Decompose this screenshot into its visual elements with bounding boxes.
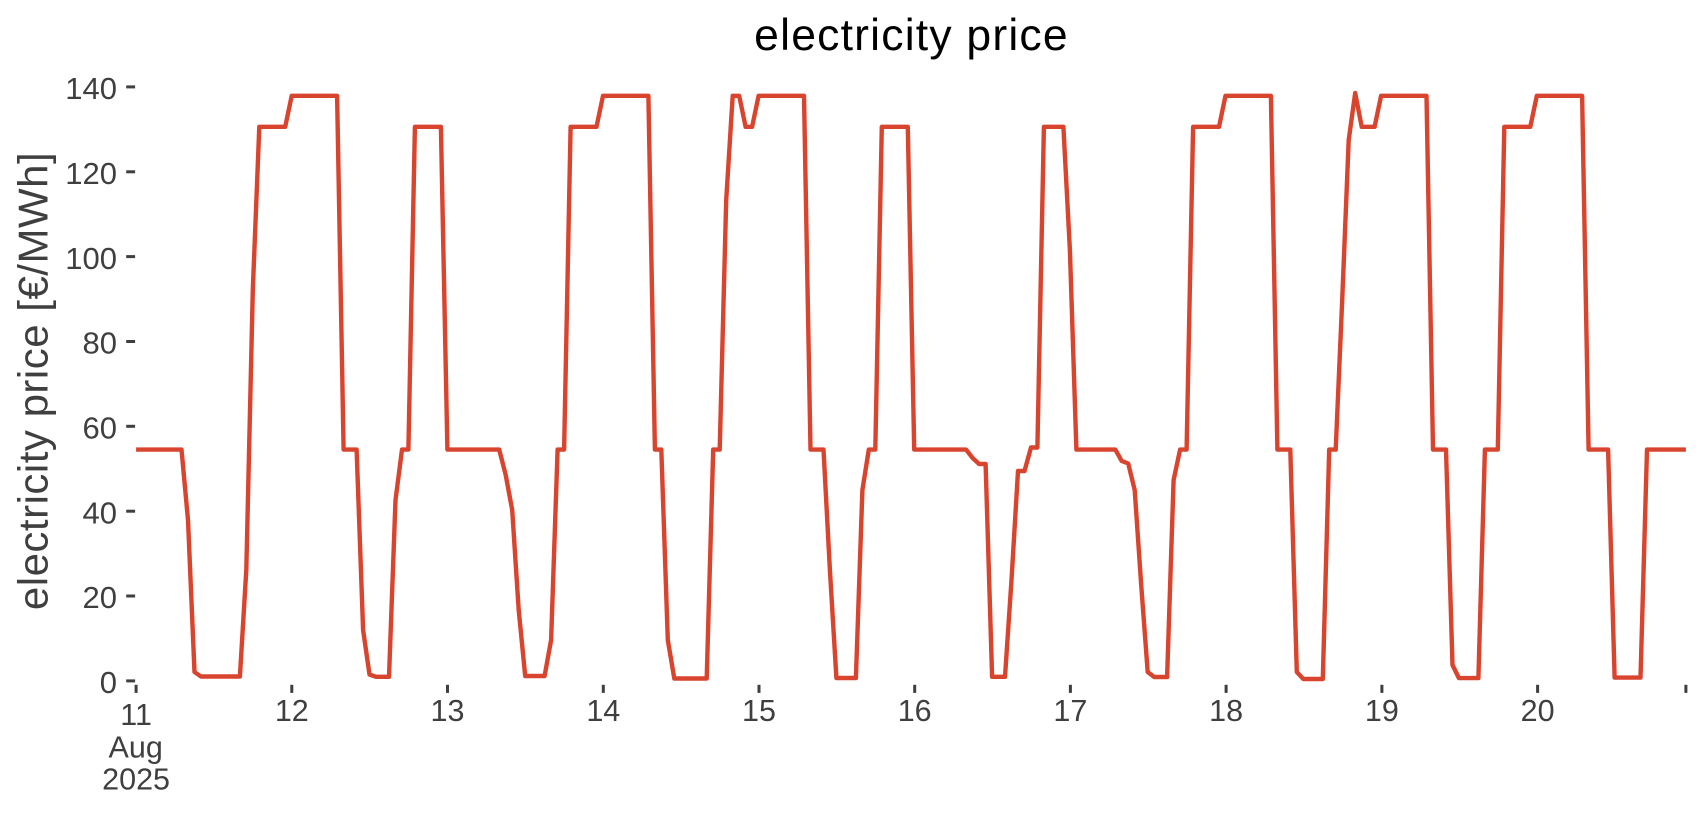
svg-text:0: 0 xyxy=(100,665,117,700)
svg-text:11: 11 xyxy=(120,698,152,732)
svg-text:electricity price: electricity price xyxy=(754,11,1069,60)
svg-text:15: 15 xyxy=(742,694,776,728)
svg-text:13: 13 xyxy=(431,694,465,728)
svg-text:40: 40 xyxy=(83,495,117,530)
svg-text:18: 18 xyxy=(1209,694,1243,728)
svg-text:120: 120 xyxy=(65,156,117,191)
svg-text:14: 14 xyxy=(586,694,620,728)
svg-text:17: 17 xyxy=(1053,694,1087,728)
svg-text:12: 12 xyxy=(275,694,309,728)
svg-text:20: 20 xyxy=(1521,694,1555,728)
svg-text:16: 16 xyxy=(898,694,932,728)
svg-text:80: 80 xyxy=(83,326,117,361)
svg-text:140: 140 xyxy=(65,71,117,106)
svg-text:electricity price [€/MWh]: electricity price [€/MWh] xyxy=(10,152,57,610)
svg-text:100: 100 xyxy=(65,241,117,276)
svg-text:60: 60 xyxy=(83,411,117,446)
svg-text:2025: 2025 xyxy=(102,762,170,796)
svg-text:20: 20 xyxy=(83,580,117,615)
svg-text:19: 19 xyxy=(1365,694,1399,728)
svg-text:Aug: Aug xyxy=(109,731,163,765)
